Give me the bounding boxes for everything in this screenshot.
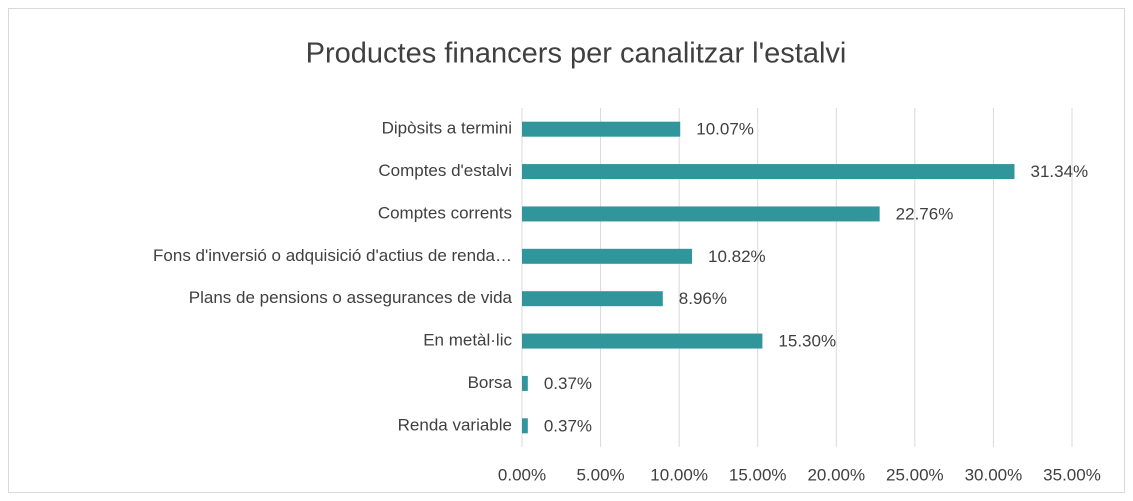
x-tick-label: 15.00% [729, 465, 787, 484]
data-label: 0.37% [544, 416, 592, 435]
y-tick-label: Comptes d'estalvi [378, 161, 512, 180]
x-tick-label: 25.00% [886, 465, 944, 484]
data-label: 0.37% [544, 374, 592, 393]
data-label: 10.82% [708, 247, 766, 266]
bar [522, 248, 693, 264]
bar [522, 206, 880, 222]
bar [522, 375, 528, 391]
y-tick-label: Fons d'inversió o adquisició d'actius de… [153, 246, 512, 265]
y-tick-label: Renda variable [398, 415, 512, 434]
y-tick-label: Plans de pensions o assegurances de vida [189, 288, 513, 307]
data-label: 10.07% [696, 120, 754, 139]
x-tick-label: 20.00% [807, 465, 865, 484]
y-tick-label: Borsa [468, 373, 513, 392]
x-tick-label: 35.00% [1043, 465, 1101, 484]
y-tick-label: En metàl·lic [423, 331, 512, 350]
data-label: 31.34% [1030, 162, 1088, 181]
chart-title: Productes financers per canalitzar l'est… [306, 38, 847, 70]
y-tick-label: Comptes corrents [378, 203, 512, 222]
data-label: 8.96% [679, 289, 727, 308]
x-tick-label: 5.00% [576, 465, 624, 484]
bar [522, 121, 681, 137]
bar [522, 291, 663, 307]
x-tick-label: 30.00% [965, 465, 1023, 484]
x-tick-label: 10.00% [650, 465, 708, 484]
bar [522, 333, 763, 349]
bar [522, 418, 528, 434]
x-tick-label: 0.00% [498, 465, 546, 484]
data-label: 15.30% [778, 332, 836, 351]
data-label: 22.76% [896, 204, 954, 223]
bar [522, 164, 1015, 180]
y-tick-label: Dipòsits a termini [382, 119, 512, 138]
